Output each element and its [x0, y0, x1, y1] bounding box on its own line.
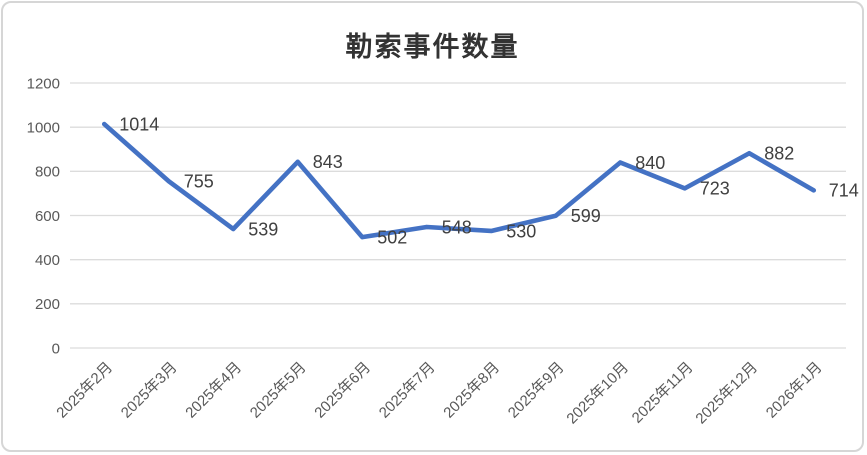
x-axis-tick-label: 2025年12月 [692, 359, 761, 428]
x-axis-tick-label: 2026年1月 [763, 359, 826, 422]
data-point-label: 1014 [119, 114, 159, 134]
data-point-label: 723 [700, 179, 730, 199]
data-point-label: 840 [635, 153, 665, 173]
data-point-label: 755 [184, 172, 214, 192]
y-axis-tick-label: 600 [35, 208, 60, 225]
data-point-label: 539 [248, 219, 278, 239]
data-point-label: 548 [442, 217, 472, 237]
y-axis-tick-label: 200 [35, 296, 60, 313]
x-axis-tick-label: 2025年9月 [505, 359, 568, 422]
data-point-label: 714 [829, 181, 859, 201]
y-axis-tick-label: 400 [35, 252, 60, 269]
chart-title: 勒索事件数量 [345, 32, 520, 63]
data-point-label: 843 [313, 152, 343, 172]
y-axis-tick-label: 0 [52, 340, 60, 357]
x-axis-tick-label: 2025年6月 [311, 359, 374, 422]
x-axis-tick-label: 2025年11月 [629, 359, 697, 427]
y-axis-tick-label: 1000 [27, 119, 60, 136]
data-point-label: 530 [506, 221, 536, 241]
x-axis-tick-label: 2025年8月 [440, 359, 503, 422]
y-axis-tick-label: 800 [35, 164, 60, 181]
data-point-label: 599 [571, 206, 601, 226]
x-axis-tick-label: 2025年7月 [376, 359, 439, 422]
data-point-label: 882 [764, 144, 794, 164]
y-axis-tick-label: 1200 [27, 75, 60, 92]
x-axis-tick-label: 2025年5月 [247, 359, 310, 422]
x-axis-tick-label: 2025年4月 [182, 359, 245, 422]
series-line [101, 121, 817, 240]
x-axis-tick-label: 2025年10月 [563, 359, 632, 428]
x-axis-tick-label: 2025年3月 [118, 359, 181, 422]
x-axis-tick-label: 2025年2月 [53, 359, 116, 422]
data-point-label: 502 [377, 227, 407, 247]
